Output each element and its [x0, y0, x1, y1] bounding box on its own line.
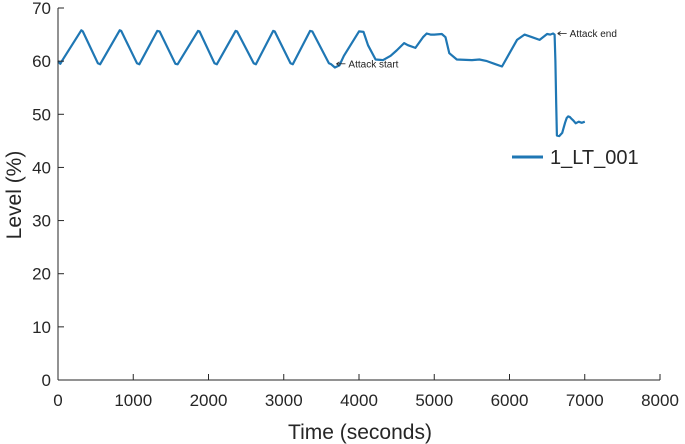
x-tick-label: 5000	[415, 391, 453, 410]
annotation-label: Attack end	[570, 29, 617, 40]
x-tick-label: 1000	[114, 391, 152, 410]
y-tick-label: 40	[32, 158, 51, 177]
legend-label: 1_LT_001	[550, 147, 639, 169]
x-tick-label: 3000	[265, 391, 303, 410]
legend[interactable]: 1_LT_001	[512, 147, 639, 169]
y-tick-label: 70	[32, 0, 51, 18]
y-axis-title: Level (%)	[3, 151, 26, 240]
y-tick-label: 0	[42, 371, 51, 390]
axes-layer: 0 1000 2000 3000 4000 5000 6000 7000 8000 0 10 20 30…	[32, 0, 679, 410]
y-tick-label: 50	[32, 105, 51, 124]
annotation-arrowhead	[336, 61, 340, 67]
x-tick-label: 6000	[491, 391, 529, 410]
y-tick-label: 30	[32, 212, 51, 231]
y-tick-label: 60	[32, 52, 51, 71]
x-tick-label: 8000	[641, 391, 679, 410]
x-axis-title: Time (seconds)	[288, 421, 432, 444]
y-tick-label: 20	[32, 265, 51, 284]
x-tick-label: 2000	[190, 391, 228, 410]
x-tick-label: 4000	[340, 391, 378, 410]
annotation-label: Attack start	[348, 59, 398, 70]
x-tick-label: 0	[53, 391, 62, 410]
y-tick-label: 10	[32, 318, 51, 337]
series-line-0	[57, 29, 586, 138]
series-layer	[57, 29, 586, 138]
x-tick-label: 7000	[566, 391, 604, 410]
annotations-layer: Attack start Attack end	[336, 29, 617, 70]
annotation-arrowhead	[557, 31, 561, 36]
